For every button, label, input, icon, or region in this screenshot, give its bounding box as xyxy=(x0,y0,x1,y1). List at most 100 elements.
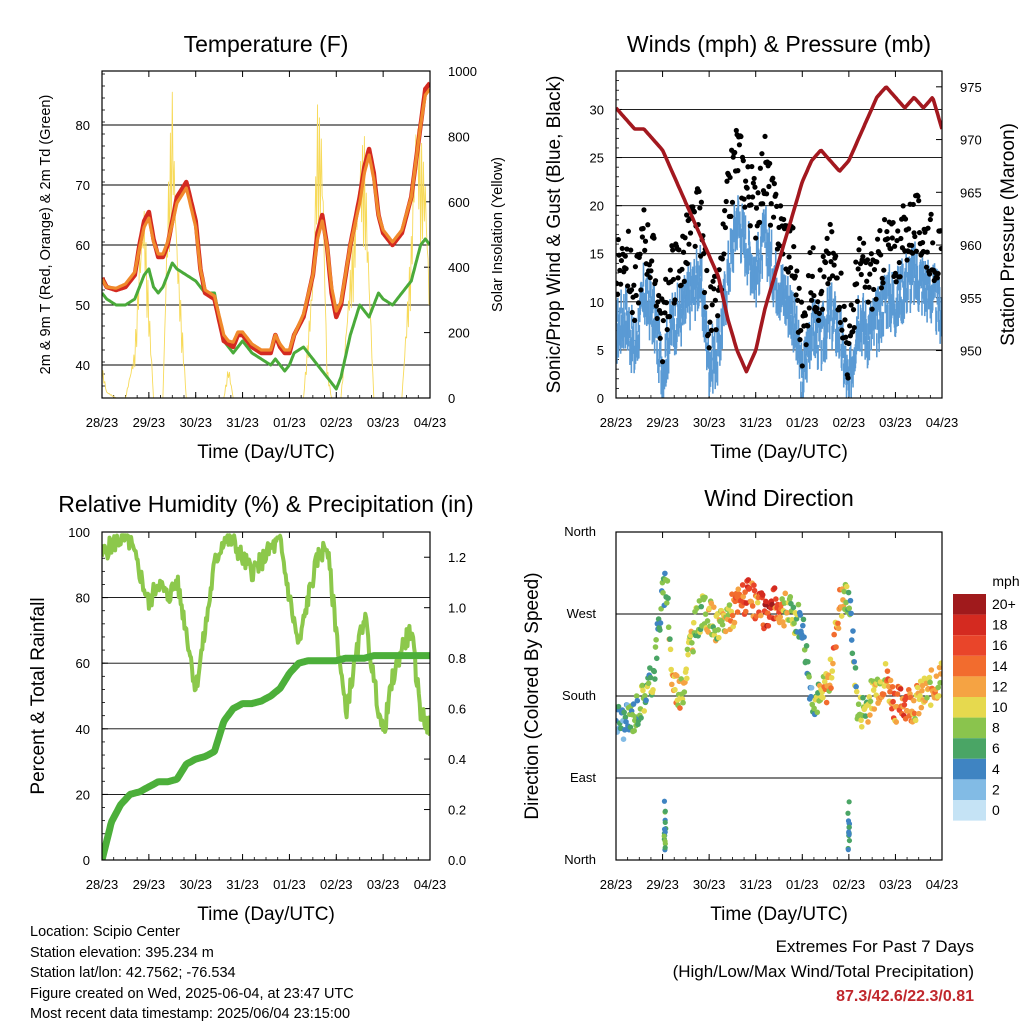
direction-point xyxy=(846,837,853,844)
direction-point xyxy=(835,620,841,627)
gust-point xyxy=(915,193,921,199)
gust-point xyxy=(814,305,820,312)
gust-point xyxy=(762,133,768,140)
x-tick-label: 03/23 xyxy=(879,415,912,430)
gust-point xyxy=(713,327,719,333)
gust-point xyxy=(663,276,669,282)
gust-point xyxy=(923,264,930,270)
legend-title: mph xyxy=(992,573,1019,589)
y-tick-label: 10 xyxy=(590,295,604,310)
gust-point xyxy=(628,247,634,253)
gust-point xyxy=(877,228,883,234)
direction-point xyxy=(927,702,934,708)
gust-point xyxy=(816,310,822,317)
series-pressure xyxy=(616,85,942,374)
gust-point xyxy=(750,180,756,186)
gust-point xyxy=(827,221,833,228)
gust-point xyxy=(850,307,857,313)
gust-point xyxy=(768,201,774,207)
gust-point xyxy=(616,236,621,243)
y-tick-label: 15 xyxy=(590,247,604,262)
gust-point xyxy=(642,238,649,244)
gust-point xyxy=(670,276,677,283)
gust-point xyxy=(879,275,885,281)
direction-point xyxy=(662,841,668,847)
direction-point xyxy=(917,693,923,699)
gust-point xyxy=(697,205,703,211)
direction-point xyxy=(827,656,834,663)
direction-point xyxy=(734,609,741,615)
gust-point xyxy=(705,331,711,337)
y2-tick-label: 200 xyxy=(448,326,470,341)
direction-point xyxy=(645,680,652,687)
legend-swatch xyxy=(953,614,986,636)
direction-point xyxy=(630,701,637,707)
plot-frame xyxy=(101,531,431,861)
y2-tick-label: 975 xyxy=(960,80,982,95)
gust-point xyxy=(748,202,754,208)
gust-point xyxy=(815,317,822,323)
direction-point xyxy=(746,585,753,592)
direction-point xyxy=(862,713,869,719)
gust-point xyxy=(892,243,898,249)
gust-point xyxy=(860,253,866,260)
gust-point xyxy=(662,310,668,316)
direction-point xyxy=(622,714,629,721)
gust-point xyxy=(878,285,885,291)
gust-point xyxy=(619,245,625,252)
gust-point xyxy=(850,329,856,335)
gust-point xyxy=(755,190,761,196)
direction-point xyxy=(661,826,668,832)
direction-point xyxy=(912,717,919,724)
gust-point xyxy=(819,288,825,295)
direction-point xyxy=(779,596,785,602)
direction-point xyxy=(904,708,911,714)
y-tick-label: 70 xyxy=(76,178,90,193)
direction-point xyxy=(846,799,852,805)
gust-point xyxy=(724,178,730,184)
gust-point xyxy=(666,313,673,320)
gust-point xyxy=(681,278,687,284)
gust-point xyxy=(864,257,871,263)
direction-point xyxy=(871,706,878,712)
direction-point xyxy=(936,664,942,671)
series-relative-humidity xyxy=(102,533,430,736)
direction-point xyxy=(662,808,668,814)
gust-point xyxy=(920,248,926,255)
direction-point xyxy=(638,715,644,721)
gust-point xyxy=(773,191,779,197)
direction-point xyxy=(631,727,637,734)
gust-point xyxy=(690,204,696,210)
direction-point xyxy=(843,599,849,606)
gust-point xyxy=(770,175,776,181)
direction-point xyxy=(706,605,713,612)
gust-point xyxy=(701,289,708,296)
gust-point xyxy=(938,245,942,252)
gust-point xyxy=(625,283,631,289)
y2-tick-label: 400 xyxy=(448,260,470,275)
direction-point xyxy=(833,644,839,650)
gust-point xyxy=(654,315,660,322)
x-tick-label: 01/23 xyxy=(786,415,819,430)
direction-point xyxy=(806,674,812,680)
direction-point xyxy=(759,592,766,598)
gust-point xyxy=(909,242,915,249)
direction-point xyxy=(771,585,778,591)
gust-point xyxy=(799,363,805,369)
gust-point xyxy=(833,253,839,259)
gust-point xyxy=(669,243,675,249)
gust-point xyxy=(743,178,749,184)
gust-point xyxy=(722,208,728,214)
gust-point xyxy=(924,249,930,255)
y-tick-label: 100 xyxy=(68,525,90,540)
x-tick-label: 02/23 xyxy=(320,877,353,892)
direction-point xyxy=(808,684,815,691)
gust-point xyxy=(926,271,933,277)
direction-point xyxy=(662,570,668,577)
y-tick-label: 50 xyxy=(76,298,90,313)
gust-point xyxy=(900,203,906,209)
gust-point xyxy=(707,319,713,325)
gust-point xyxy=(633,292,639,299)
gust-point xyxy=(919,239,926,246)
gust-point xyxy=(829,273,836,279)
